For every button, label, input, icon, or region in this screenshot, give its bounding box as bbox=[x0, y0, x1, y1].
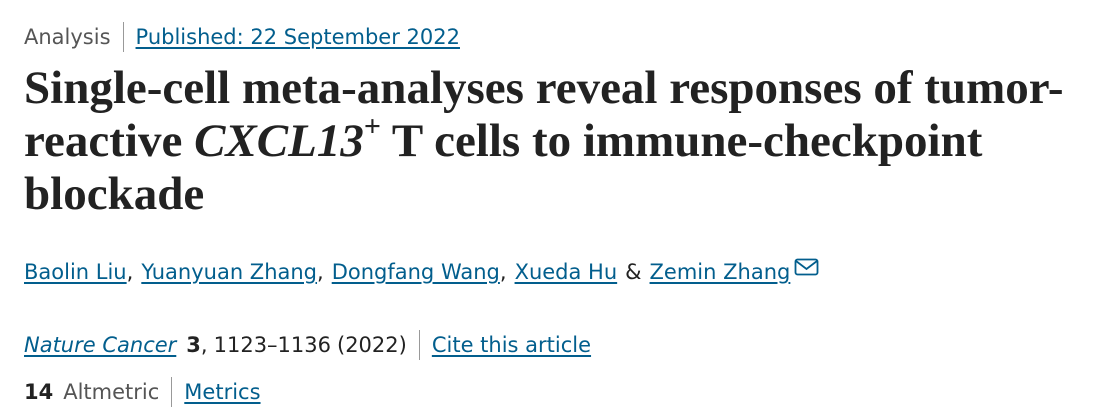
email-icon[interactable] bbox=[794, 257, 820, 277]
author-separator: , bbox=[499, 260, 507, 284]
author-link[interactable]: Baolin Liu bbox=[24, 260, 127, 284]
author-separator: & bbox=[625, 260, 642, 284]
divider bbox=[171, 377, 173, 407]
superscript: + bbox=[363, 110, 381, 143]
comma: , bbox=[200, 333, 208, 357]
citation-row: Nature Cancer 3, 1123–1136 (2022) Cite t… bbox=[24, 330, 591, 360]
header-row: Analysis Published: 22 September 2022 bbox=[24, 22, 460, 52]
metrics-link[interactable]: Metrics bbox=[184, 380, 261, 404]
author-separator: , bbox=[126, 260, 134, 284]
title-text: T cells to immune-checkpoint blockade bbox=[24, 115, 983, 220]
author-link[interactable]: Zemin Zhang bbox=[649, 260, 791, 284]
published-date[interactable]: Published: 22 September 2022 bbox=[135, 25, 460, 49]
metrics-row: 14 Altmetric Metrics bbox=[24, 377, 261, 407]
author-list: Baolin Liu, Yuanyuan Zhang, Dongfang Wang,… bbox=[24, 257, 820, 284]
envelope-flap bbox=[795, 260, 818, 271]
cite-link[interactable]: Cite this article bbox=[431, 333, 592, 357]
author-separator: , bbox=[317, 260, 324, 284]
envelope bbox=[794, 258, 819, 276]
altmetric-label: Altmetric bbox=[63, 380, 160, 404]
pages: 1123–1136 bbox=[213, 333, 331, 357]
title-text: Single-cell meta-analyses reveal respons… bbox=[24, 62, 1064, 167]
author-link[interactable]: Xueda Hu bbox=[514, 260, 618, 284]
article-title: Single-cell meta-analyses reveal respons… bbox=[24, 62, 1099, 221]
year: (2022) bbox=[337, 333, 407, 357]
journal-link[interactable]: Nature Cancer bbox=[24, 333, 177, 357]
article-type: Analysis bbox=[24, 25, 111, 49]
volume: 3 bbox=[186, 333, 201, 357]
divider bbox=[122, 22, 124, 52]
gene-name: CXCL13 bbox=[194, 115, 364, 167]
author-link[interactable]: Yuanyuan Zhang bbox=[141, 260, 318, 284]
author-link[interactable]: Dongfang Wang bbox=[331, 260, 500, 284]
altmetric-score: 14 bbox=[24, 380, 54, 404]
divider bbox=[418, 330, 420, 360]
